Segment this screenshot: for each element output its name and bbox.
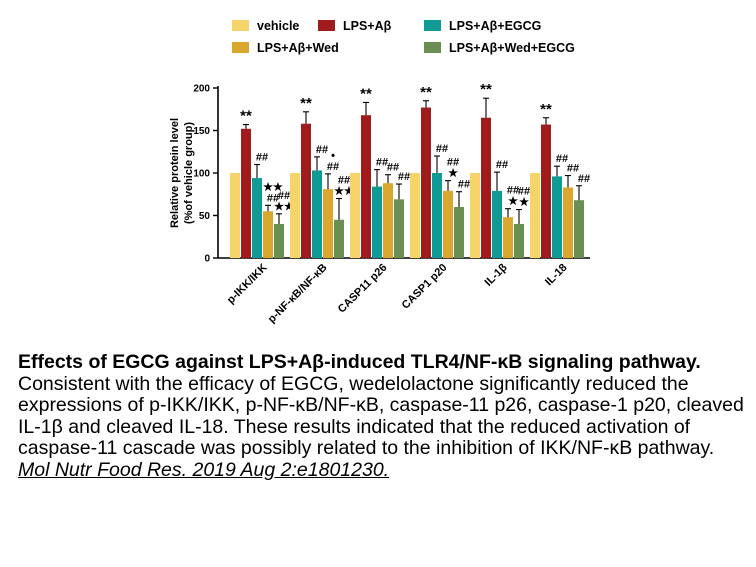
bar-1-3 (252, 178, 262, 258)
bar-2-1 (290, 173, 300, 258)
bar-4-4 (443, 190, 453, 258)
significance-mark-1-5: ## (278, 190, 290, 202)
bar-1-2 (241, 128, 251, 258)
x-tick-label-4: CASP1 p20 (400, 262, 450, 312)
bar-1-1 (230, 173, 240, 258)
bar-chart: vehicle LPS+Aβ LPS+Aβ+EGCG LPS+Aβ+Wed LPS+Aβ… (169, 19, 590, 325)
caption-text: Consistent with the efficacy of EGCG, we… (18, 372, 748, 482)
x-tick-label-1: p-IKK/IKK (225, 262, 270, 307)
y-tick-label: 100 (193, 169, 210, 180)
bar-4-1 (410, 173, 420, 258)
x-tick-label-6: IL-18 (543, 262, 570, 289)
significance-mark-5-5: ## (518, 186, 530, 198)
x-tick-label-5: IL-1β (483, 261, 510, 288)
significance-mark-1-2: ** (240, 108, 252, 125)
y-axis-label: Relative protein level (%of vehicle group… (169, 118, 195, 228)
bar-3-1 (350, 173, 360, 258)
caption-title: Effects of EGCG against LPS+Aβ-induced T… (18, 351, 701, 373)
caption-body: Consistent with the efficacy of EGCG, we… (18, 372, 744, 459)
bar-6-4 (563, 187, 573, 258)
significance-mark-1-3: ## (256, 152, 268, 164)
x-tick-label-2: p-NF-κB/NF-κB (266, 262, 330, 326)
significance-mark-4-2: ** (420, 84, 432, 101)
significance-mark-3-2: ** (360, 85, 372, 102)
bar-3-4 (383, 183, 393, 258)
bar-2-2 (301, 123, 311, 258)
significance-mark-6-2: ** (540, 101, 552, 118)
significance-mark-6-4: ## (567, 163, 579, 175)
significance-mark-5-4: ★ (508, 196, 518, 208)
figure-caption: Effects of EGCG against LPS+Aβ-induced T… (18, 351, 748, 482)
significance-mark-2-3: ## (316, 144, 328, 156)
chart-bars: **##★★####★★**## •####★★**######**####★##… (230, 81, 590, 258)
y-axis-label-line2: (%of vehicle group) (183, 122, 195, 224)
bar-6-2 (541, 124, 551, 258)
significance-mark-2-2: ** (300, 95, 312, 112)
bar-5-1 (470, 173, 480, 258)
bar-2-3 (312, 170, 322, 258)
bar-4-3 (432, 173, 442, 258)
legend-label-4: LPS+Aβ+Wed (257, 41, 339, 55)
legend-swatch-5 (424, 42, 441, 53)
legend-swatch-2 (318, 20, 335, 31)
bar-4-5 (454, 207, 464, 258)
significance-mark-3-5: ## (398, 171, 410, 183)
bar-5-2 (481, 117, 491, 258)
significance-mark-6-5: ## (578, 173, 590, 185)
bar-3-5 (394, 199, 404, 258)
legend-label-2: LPS+Aβ (343, 19, 392, 33)
y-tick-label: 50 (199, 211, 211, 222)
significance-mark-4-4: ## (447, 157, 459, 169)
legend-swatch-3 (424, 20, 441, 31)
significance-mark-4-5: ## (458, 179, 470, 191)
bar-1-4 (263, 211, 273, 258)
bar-2-4 (323, 189, 333, 258)
y-tick-label: 0 (204, 254, 210, 265)
legend-label-3: LPS+Aβ+EGCG (449, 19, 541, 33)
x-tick-label-3: CASP11 p26 (336, 262, 390, 316)
bar-6-5 (574, 200, 584, 258)
significance-mark-5-2: ** (480, 81, 492, 98)
bar-3-3 (372, 186, 382, 258)
legend-swatch-1 (232, 20, 249, 31)
y-tick-label: 150 (193, 126, 210, 137)
significance-mark-6-3: ## (556, 153, 568, 165)
caption-citation-link[interactable]: Mol Nutr Food Res. 2019 Aug 2:e1801230. (18, 458, 390, 481)
significance-mark-2-4: • (331, 150, 335, 162)
chart-legend: vehicle LPS+Aβ LPS+Aβ+EGCG LPS+Aβ+Wed LPS+Aβ… (232, 19, 575, 55)
significance-mark-5-5: ★ (519, 197, 529, 209)
legend-label-5: LPS+Aβ+Wed+EGCG (449, 41, 575, 55)
significance-mark-1-5: ★★ (274, 201, 294, 213)
significance-mark-3-3: ## (376, 157, 388, 169)
significance-mark-4-3: ## (436, 143, 448, 155)
y-tick-label: 200 (193, 84, 210, 95)
bar-2-5 (334, 219, 344, 258)
significance-mark-2-4: ## (327, 161, 339, 173)
legend-swatch-4 (232, 42, 249, 53)
significance-mark-2-5: ## (338, 175, 350, 187)
bar-5-3 (492, 190, 502, 258)
bar-6-3 (552, 176, 562, 258)
bar-1-5 (274, 224, 284, 258)
significance-mark-4-4: ★ (448, 168, 458, 180)
significance-mark-5-3: ## (496, 159, 508, 171)
significance-mark-1-4: ## (267, 192, 279, 204)
y-axis-label-line1: Relative protein level (169, 118, 181, 228)
significance-mark-1-4: ★★ (263, 181, 283, 193)
significance-mark-3-4: ## (387, 162, 399, 174)
bar-4-2 (421, 107, 431, 258)
bar-3-2 (361, 115, 371, 258)
bar-6-1 (530, 173, 540, 258)
bar-5-4 (503, 217, 513, 258)
bar-5-5 (514, 224, 524, 258)
significance-mark-5-4: ## (507, 185, 519, 197)
significance-mark-2-5: ★★ (334, 186, 354, 198)
legend-label-1: vehicle (257, 19, 299, 33)
